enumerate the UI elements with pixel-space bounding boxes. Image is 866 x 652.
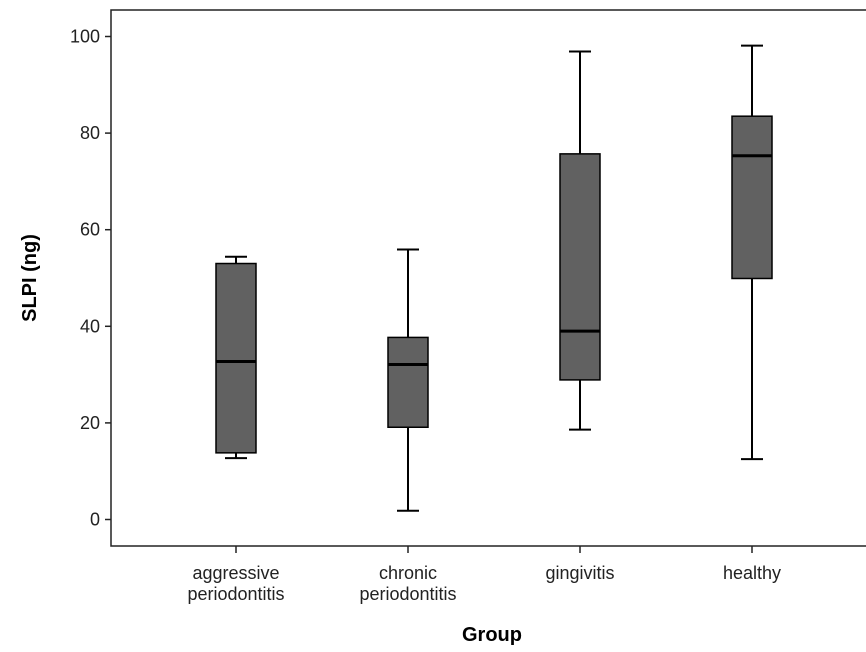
iqr-box xyxy=(215,262,257,454)
box-1 xyxy=(387,248,429,512)
x-tick-label: periodontitis xyxy=(187,584,284,604)
x-tick-label: gingivitis xyxy=(545,563,614,583)
y-tick-label: 60 xyxy=(80,220,100,240)
x-axis: aggressiveperiodontitischronicperiodonti… xyxy=(187,546,781,604)
y-axis-title: SLPI (ng) xyxy=(19,234,41,322)
y-tick-label: 100 xyxy=(70,27,100,47)
y-tick-label: 40 xyxy=(80,316,100,336)
x-axis-title: Group xyxy=(462,624,522,646)
plot-frame xyxy=(110,9,866,547)
y-tick-label: 80 xyxy=(80,123,100,143)
box-2 xyxy=(559,50,601,431)
box-0 xyxy=(215,255,257,460)
box-series xyxy=(215,44,773,512)
iqr-box xyxy=(559,153,601,381)
box-3 xyxy=(731,44,773,461)
iqr-box xyxy=(387,336,429,428)
iqr-box xyxy=(731,115,773,280)
y-tick-label: 0 xyxy=(90,510,100,530)
y-axis: 0 20 40 60 80 100 xyxy=(70,27,111,530)
x-tick-label: healthy xyxy=(723,563,781,583)
x-tick-label: chronic xyxy=(379,563,437,583)
x-tick-label: aggressive xyxy=(192,563,279,583)
y-tick-label: 20 xyxy=(80,413,100,433)
x-tick-label: periodontitis xyxy=(359,584,456,604)
